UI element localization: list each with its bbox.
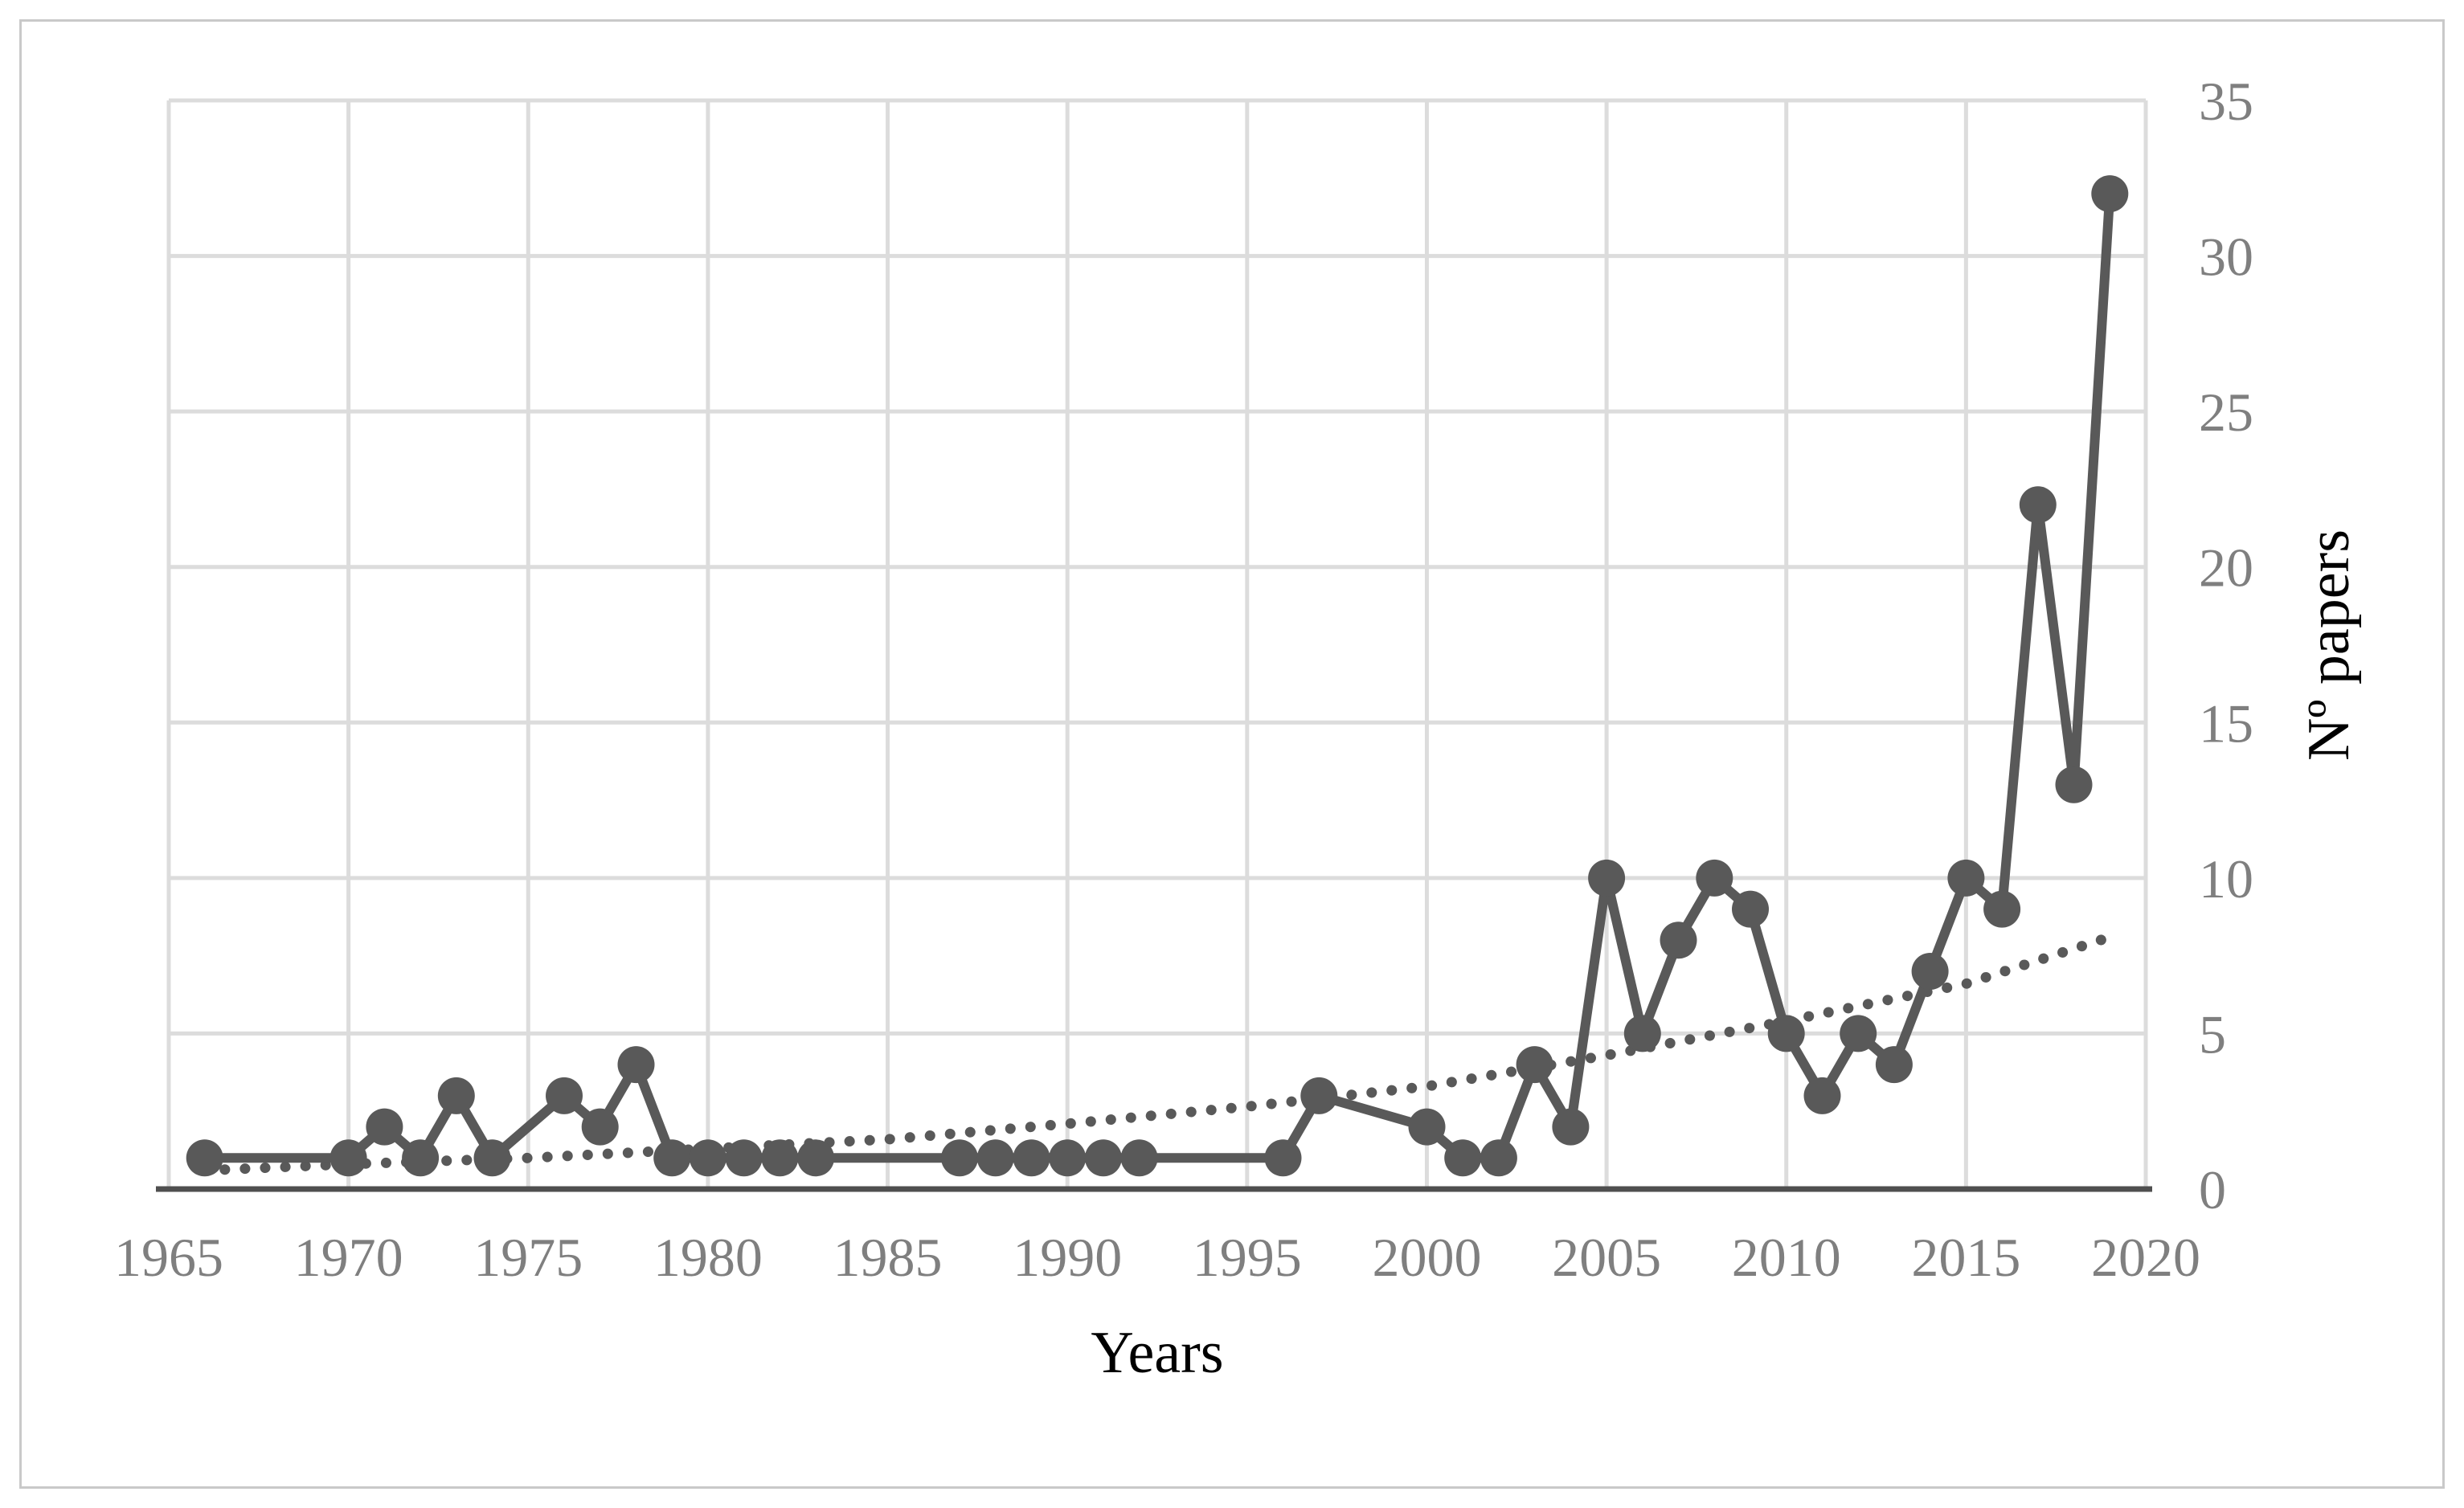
- y-axis-title: Nº papers: [2295, 529, 2362, 762]
- data-point-marker: [1732, 890, 1769, 928]
- data-point-marker: [1983, 890, 2021, 928]
- data-point-marker: [1408, 1108, 1446, 1146]
- y-tick-label: 30: [2199, 227, 2253, 288]
- y-tick-label: 5: [2199, 1003, 2226, 1065]
- data-point-marker: [437, 1077, 475, 1114]
- data-point-marker: [1049, 1139, 1087, 1177]
- data-point-marker: [1480, 1139, 1517, 1177]
- y-tick-label: 0: [2199, 1159, 2226, 1220]
- data-point-marker: [1552, 1108, 1590, 1146]
- data-point-marker: [1840, 1015, 1877, 1052]
- x-tick-label: 1965: [114, 1227, 223, 1288]
- x-tick-label: 1975: [473, 1227, 583, 1288]
- data-point-marker: [941, 1139, 978, 1177]
- data-point-marker: [1013, 1139, 1050, 1177]
- data-point-marker: [2019, 486, 2057, 524]
- x-tick-label: 2020: [2091, 1227, 2200, 1288]
- x-tick-label: 2010: [1732, 1227, 1841, 1288]
- data-point-marker: [1588, 859, 1626, 897]
- x-tick-label: 1970: [294, 1227, 403, 1288]
- data-point-marker: [402, 1139, 440, 1177]
- data-point-marker: [1947, 859, 1985, 897]
- data-point-marker: [1767, 1015, 1805, 1052]
- x-tick-label: 1990: [1013, 1227, 1122, 1288]
- data-point-marker: [617, 1046, 655, 1084]
- data-point-marker: [366, 1108, 403, 1146]
- data-point-marker: [1264, 1139, 1302, 1177]
- data-point-marker: [725, 1139, 763, 1177]
- y-tick-label: 20: [2199, 537, 2253, 599]
- data-point-marker: [546, 1077, 583, 1114]
- x-axis-title: Years: [1091, 1320, 1224, 1386]
- x-tick-label: 2000: [1373, 1227, 1482, 1288]
- data-point-marker: [976, 1139, 1014, 1177]
- y-tick-label: 35: [2199, 71, 2253, 132]
- x-tick-label: 1980: [653, 1227, 763, 1288]
- data-point-marker: [689, 1139, 727, 1177]
- x-tick-label: 1995: [1193, 1227, 1302, 1288]
- data-point-marker: [1444, 1139, 1482, 1177]
- figure-frame: [19, 19, 2445, 1489]
- x-tick-label: 2005: [1552, 1227, 1661, 1288]
- data-point-marker: [1875, 1046, 1913, 1084]
- data-point-marker: [1120, 1139, 1158, 1177]
- data-point-marker: [1084, 1139, 1122, 1177]
- trend-dotted-line: [199, 931, 2115, 1176]
- data-point-marker: [2055, 766, 2093, 803]
- x-tick-label: 1985: [833, 1227, 943, 1288]
- y-tick-label: 10: [2199, 848, 2253, 909]
- y-tick-label: 25: [2199, 382, 2253, 443]
- data-point-marker: [1516, 1046, 1553, 1084]
- data-point-marker: [473, 1139, 511, 1177]
- y-tick-label: 15: [2199, 693, 2253, 754]
- data-point-marker: [2091, 175, 2129, 213]
- data-point-marker: [1696, 859, 1733, 897]
- data-point-marker: [1660, 922, 1697, 959]
- data-point-marker: [186, 1139, 223, 1177]
- data-point-marker: [581, 1108, 619, 1146]
- data-point-marker: [761, 1139, 799, 1177]
- data-point-marker: [1300, 1077, 1338, 1114]
- data-point-marker: [329, 1139, 367, 1177]
- data-point-marker: [1803, 1077, 1841, 1114]
- data-point-marker: [653, 1139, 691, 1177]
- x-tick-label: 2015: [1911, 1227, 2020, 1288]
- data-point-marker: [1911, 953, 1949, 990]
- data-point-marker: [797, 1139, 835, 1177]
- data-point-marker: [1623, 1015, 1661, 1052]
